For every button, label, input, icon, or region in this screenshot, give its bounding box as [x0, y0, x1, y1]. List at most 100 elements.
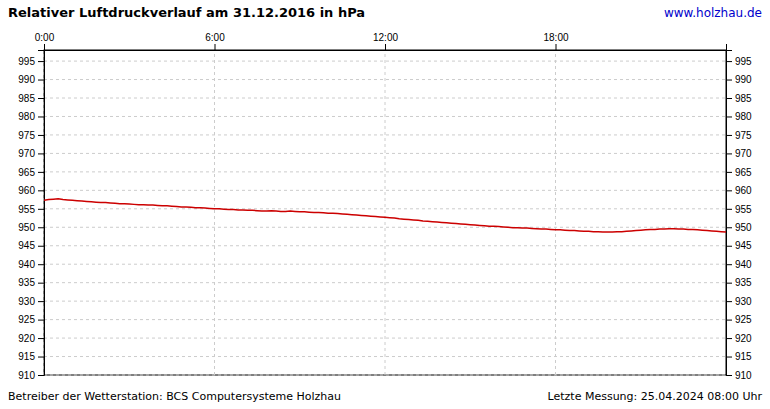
tick-label: 985: [18, 93, 35, 104]
tick-label: 915: [735, 351, 752, 362]
tick-label: 935: [18, 277, 35, 288]
grid-line-x: [214, 50, 215, 375]
tick: 975: [18, 130, 44, 141]
tick: 18:00: [543, 32, 568, 50]
tick-label: 920: [18, 333, 35, 344]
tick-mark: [385, 44, 386, 50]
annotation: www.holzhau.de: [664, 6, 762, 20]
axis-line: [45, 44, 727, 51]
tick-mark: [38, 357, 44, 358]
tick-mark: [38, 301, 44, 302]
tick-mark: [726, 357, 732, 358]
tick: 925: [726, 314, 752, 325]
tick-mark: [726, 338, 732, 339]
plot-frame: [44, 50, 726, 375]
tick-label: 985: [735, 93, 752, 104]
tick-label: 965: [735, 167, 752, 178]
tick: 935: [18, 277, 44, 288]
tick-mark: [726, 320, 732, 321]
tick-label: 975: [735, 130, 752, 141]
tick: 12:00: [373, 32, 398, 50]
tick-label: 995: [735, 56, 752, 67]
tick-mark: [38, 98, 44, 99]
tick-mark: [38, 283, 44, 284]
tick-mark: [38, 375, 44, 376]
tick-mark: [38, 172, 44, 173]
tick-mark: [726, 172, 732, 173]
tick: 995: [18, 56, 44, 67]
tick: 920: [726, 333, 752, 344]
grid-line-y: [44, 153, 726, 154]
tick: 935: [726, 277, 752, 288]
tick-label: 990: [735, 74, 752, 85]
tick-label: 12:00: [373, 32, 398, 43]
tick-label: 910: [18, 370, 35, 381]
x-axis: 0:00 6:00 12:00 18:00: [35, 32, 727, 51]
tick-mark: [726, 61, 732, 62]
tick: 965: [726, 167, 752, 178]
tick: 915: [18, 351, 44, 362]
grid-line-y: [44, 171, 726, 172]
tick: 930: [726, 296, 752, 307]
tick-label: 6:00: [205, 32, 225, 43]
tick-mark: [726, 98, 732, 99]
tick: 970: [18, 148, 44, 159]
tick: 995: [726, 56, 752, 67]
grid-line-x: [555, 50, 556, 375]
tick-label: 0:00: [35, 32, 55, 43]
tick: 985: [18, 93, 44, 104]
tick-mark: [726, 209, 732, 210]
title: Relativer Luftdruckverlauf am 31.12.2016…: [8, 5, 365, 20]
tick-label: 945: [18, 240, 35, 251]
grid-line-y: [44, 227, 726, 228]
tick-mark: [44, 44, 45, 50]
tick: 990: [18, 74, 44, 85]
tick-mark: [38, 338, 44, 339]
tick-label: 970: [735, 148, 752, 159]
tick-label: 975: [18, 130, 35, 141]
tick: 955: [18, 204, 44, 215]
tick-mark: [38, 190, 44, 191]
tick: 970: [726, 148, 752, 159]
tick: 930: [18, 296, 44, 307]
tick-label: 920: [735, 333, 752, 344]
tick-mark: [726, 264, 732, 265]
tick: 980: [18, 111, 44, 122]
tick: 920: [18, 333, 44, 344]
grid-line-y: [44, 190, 726, 191]
grid-line-x: [385, 50, 386, 375]
y2-axis: 9109159209259309359409459509559609659709…: [726, 51, 752, 381]
pressure-line: [44, 199, 726, 232]
annotation: Letzte Messung: 25.04.2024 08:00 Uhr: [548, 390, 763, 403]
tick: 960: [726, 185, 752, 196]
tick-label: 980: [18, 111, 35, 122]
tick-mark: [726, 246, 732, 247]
tick-mark: [726, 80, 732, 81]
tick-label: 915: [18, 351, 35, 362]
tick-label: 950: [735, 222, 752, 233]
tick-label: 990: [18, 74, 35, 85]
tick-label: 950: [18, 222, 35, 233]
tick: 965: [18, 167, 44, 178]
tick: 915: [726, 351, 752, 362]
tick-label: 945: [735, 240, 752, 251]
annotation: Betreiber der Wetterstation: BCS Compute…: [8, 390, 341, 403]
tick-label: 965: [18, 167, 35, 178]
tick-mark: [726, 375, 732, 376]
tick: 910: [18, 370, 44, 381]
axis-line: [38, 51, 45, 376]
tick: 950: [726, 222, 752, 233]
tick-label: 940: [18, 259, 35, 270]
tick-label: 930: [18, 296, 35, 307]
tick-label: 925: [735, 314, 752, 325]
tick: 6:00: [205, 32, 225, 50]
tick-mark: [38, 135, 44, 136]
tick-mark: [726, 283, 732, 284]
tick-label: 955: [18, 204, 35, 215]
tick-mark: [726, 153, 732, 154]
tick-label: 910: [735, 370, 752, 381]
tick-label: 995: [18, 56, 35, 67]
tick-mark: [726, 135, 732, 136]
tick-mark: [38, 227, 44, 228]
tick-mark: [215, 44, 216, 50]
